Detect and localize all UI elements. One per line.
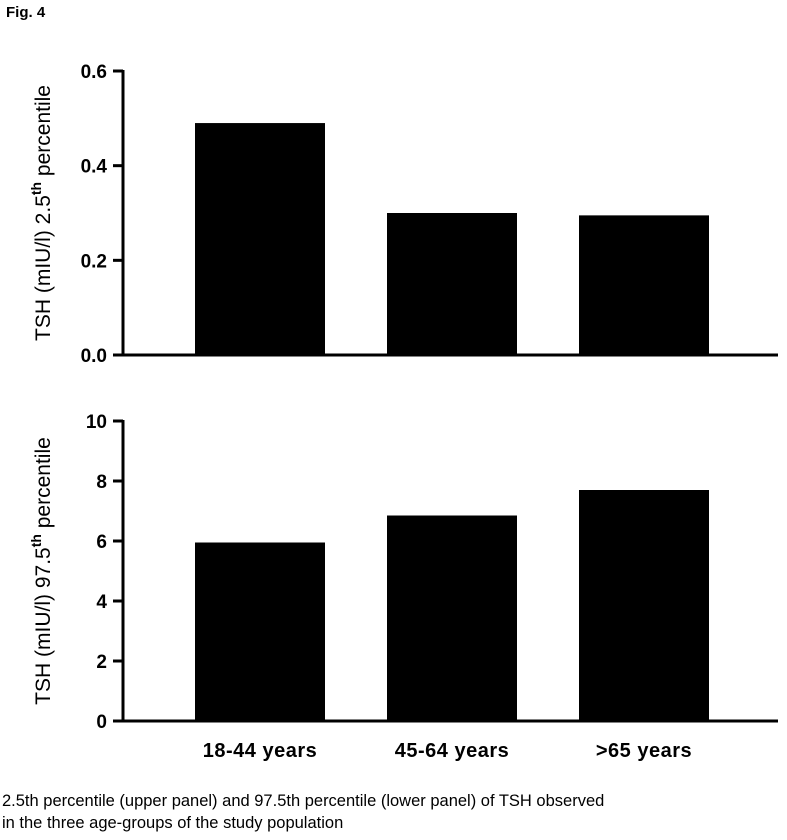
y-tick-label-lower: 2 <box>96 652 107 673</box>
x-category-label-3: >65 years <box>596 740 692 762</box>
bar-chart-figure: 0.0 0.2 0.4 0.6 TSH (mIU/l) 2.5th percentile… <box>28 62 778 762</box>
figure-caption: 2.5th percentile (upper panel) and 97.5t… <box>2 790 782 834</box>
y-tick-label-lower: 6 <box>96 532 107 553</box>
caption-line-2: in the three age-groups of the study pop… <box>2 814 344 832</box>
y-tick-label-lower: 4 <box>96 592 107 613</box>
y-tick-label-upper: 0.6 <box>81 62 107 83</box>
figure-label: Fig. 4 <box>6 4 46 21</box>
bar-upper-3 <box>579 215 709 355</box>
y-axis-label-text-upper: TSH (mIU/l) 2.5th percentile <box>28 85 55 341</box>
bar-upper-2 <box>387 213 517 355</box>
y-axis-label-lower: TSH (mIU/l) 97.5th percentile <box>28 437 55 705</box>
bar-lower-2 <box>387 515 517 721</box>
y-axis-label-upper: TSH (mIU/l) 2.5th percentile <box>28 85 55 341</box>
y-tick-label-lower: 10 <box>86 412 107 433</box>
y-tick-label-lower: 8 <box>96 472 107 493</box>
x-category-label-2: 45-64 years <box>395 740 509 762</box>
y-tick-label-upper: 0.2 <box>81 251 107 272</box>
y-tick-label-lower: 0 <box>96 712 107 733</box>
x-category-label-1: 18-44 years <box>203 740 317 762</box>
y-tick-label-upper: 0.0 <box>81 346 107 367</box>
caption-line-1: 2.5th percentile (upper panel) and 97.5t… <box>2 792 605 810</box>
bar-lower-1 <box>195 542 325 721</box>
y-axis-label-text-lower: TSH (mIU/l) 97.5th percentile <box>28 437 55 705</box>
bar-lower-3 <box>579 490 709 721</box>
bar-upper-1 <box>195 123 325 355</box>
y-tick-label-upper: 0.4 <box>81 157 108 178</box>
